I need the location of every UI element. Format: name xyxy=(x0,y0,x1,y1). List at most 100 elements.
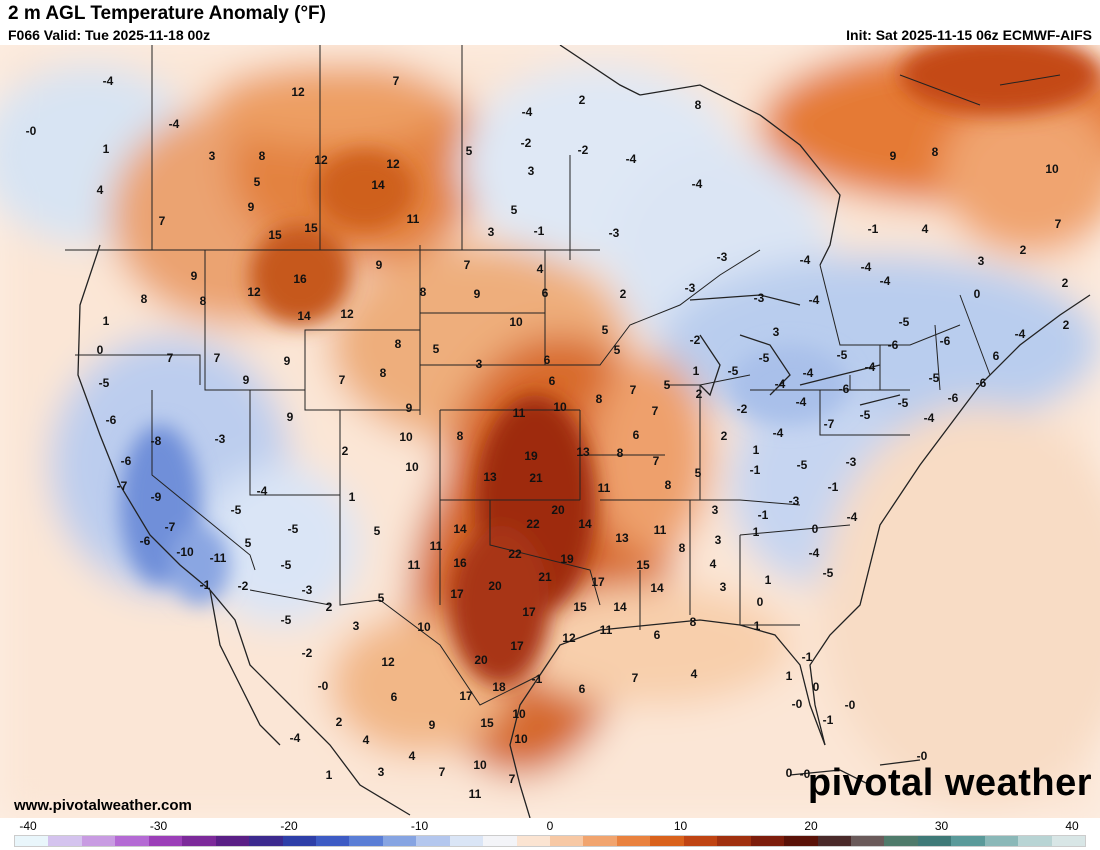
anomaly-value: 7 xyxy=(629,383,637,397)
anomaly-value: 2 xyxy=(335,715,343,729)
anomaly-value: 7 xyxy=(651,404,659,418)
anomaly-value: 6 xyxy=(632,428,640,442)
anomaly-value: -4 xyxy=(846,510,858,524)
anomaly-value: 4 xyxy=(690,667,698,681)
anomaly-value: 5 xyxy=(465,144,473,158)
anomaly-value: 13 xyxy=(576,445,590,459)
anomaly-value: -1 xyxy=(827,480,839,494)
anomaly-value: -4 xyxy=(864,360,876,374)
anomaly-value: 7 xyxy=(652,454,660,468)
anomaly-value: 7 xyxy=(438,765,446,779)
anomaly-value: -2 xyxy=(520,136,532,150)
anomaly-value: 14 xyxy=(297,309,311,323)
anomaly-value: -5 xyxy=(727,364,739,378)
anomaly-value: 3 xyxy=(719,580,727,594)
anomaly-value: 7 xyxy=(166,351,174,365)
anomaly-value: -0 xyxy=(791,697,803,711)
anomaly-value: 9 xyxy=(190,269,198,283)
valid-time: F066 Valid: Tue 2025-11-18 00z xyxy=(8,27,211,43)
anomaly-value: 4 xyxy=(921,222,929,236)
anomaly-value: 19 xyxy=(524,449,538,463)
anomaly-value: 11 xyxy=(406,212,420,226)
anomaly-value: -5 xyxy=(898,315,910,329)
anomaly-value: -2 xyxy=(689,333,701,347)
anomaly-value: 3 xyxy=(714,533,722,547)
anomaly-value: -2 xyxy=(577,143,589,157)
anomaly-value: -5 xyxy=(758,351,770,365)
colorbar-swatch xyxy=(717,836,751,846)
anomaly-value: -4 xyxy=(168,117,180,131)
anomaly-value: 0 xyxy=(756,595,764,609)
anomaly-map[interactable]: -4 7 2 -4 8 12 -0 -4 1 3 8 12 12 5 -2 -2 -4 9 8 10 4 5 14 3 -4 7 9… xyxy=(0,45,1100,818)
anomaly-value: -5 xyxy=(287,522,299,536)
colorbar-swatch xyxy=(215,836,250,846)
anomaly-value: 2 xyxy=(1019,243,1027,257)
anomaly-value: -5 xyxy=(928,371,940,385)
anomaly-value: 10 xyxy=(417,620,431,634)
anomaly-value: 5 xyxy=(373,524,381,538)
colorbar-swatch xyxy=(550,836,584,846)
anomaly-value: 10 xyxy=(514,732,528,746)
colorbar-swatch xyxy=(1051,836,1085,846)
anomaly-value: -4 xyxy=(923,411,935,425)
anomaly-value: -4 xyxy=(808,546,820,560)
anomaly-value: 4 xyxy=(536,262,544,276)
anomaly-value: 5 xyxy=(601,323,609,337)
anomaly-value: 11 xyxy=(512,406,526,420)
anomaly-value: 15 xyxy=(636,558,650,572)
anomaly-value: -4 xyxy=(256,484,268,498)
anomaly-value: 6 xyxy=(653,628,661,642)
anomaly-value: -4 xyxy=(802,366,814,380)
anomaly-value: 1 xyxy=(692,364,700,378)
anomaly-value: 4 xyxy=(362,733,370,747)
anomaly-value: 3 xyxy=(475,357,483,371)
anomaly-value: -4 xyxy=(808,293,820,307)
anomaly-value: 9 xyxy=(247,200,255,214)
anomaly-value: -0 xyxy=(25,124,37,138)
anomaly-value: 10 xyxy=(405,460,419,474)
anomaly-value: 6 xyxy=(578,682,586,696)
colorbar-swatch xyxy=(483,836,517,846)
anomaly-value: 15 xyxy=(268,228,282,242)
anomaly-value: -5 xyxy=(280,558,292,572)
anomaly-value: -3 xyxy=(716,250,728,264)
colorbar-swatch xyxy=(817,836,851,846)
anomaly-value: -1 xyxy=(822,713,834,727)
anomaly-value: 11 xyxy=(597,481,611,495)
anomaly-value: 7 xyxy=(631,671,639,685)
anomaly-value: 5 xyxy=(613,343,621,357)
anomaly-value: 2 xyxy=(1062,318,1070,332)
colorbar-tick-label: 30 xyxy=(934,819,949,833)
colorbar-tick-label: 20 xyxy=(804,819,818,833)
anomaly-value: -6 xyxy=(105,413,117,427)
anomaly-value: -5 xyxy=(98,376,110,390)
anomaly-value: 10 xyxy=(512,707,526,721)
colorbar-swatch xyxy=(650,836,684,846)
colorbar-swatch xyxy=(81,836,116,846)
colorbar-swatch xyxy=(315,836,350,846)
anomaly-value: -4 xyxy=(289,731,301,745)
colorbar-swatch xyxy=(115,836,149,846)
anomaly-value: -5 xyxy=(836,348,848,362)
anomaly-value: 5 xyxy=(253,175,261,189)
anomaly-value: -6 xyxy=(975,376,987,390)
anomaly-value: 11 xyxy=(599,623,613,637)
anomaly-value: 10 xyxy=(399,430,413,444)
anomaly-value: -4 xyxy=(795,395,807,409)
anomaly-value: 10 xyxy=(553,400,567,414)
website-url[interactable]: www.pivotalweather.com xyxy=(14,797,192,814)
anomaly-value: 13 xyxy=(483,470,497,484)
colorbar-tick-label: -40 xyxy=(19,819,37,833)
anomaly-value: 12 xyxy=(291,85,305,99)
anomaly-value: 17 xyxy=(522,605,536,619)
anomaly-value: 5 xyxy=(663,378,671,392)
anomaly-value: -1 xyxy=(199,578,211,592)
anomaly-value: 8 xyxy=(616,446,624,460)
anomaly-value: 1 xyxy=(785,669,793,683)
colorbar-swatch xyxy=(1018,836,1052,846)
anomaly-value: -3 xyxy=(684,281,696,295)
anomaly-value: 6 xyxy=(543,353,551,367)
anomaly-value: 12 xyxy=(247,285,261,299)
anomaly-value: -2 xyxy=(301,646,313,660)
anomaly-value: 18 xyxy=(492,680,506,694)
